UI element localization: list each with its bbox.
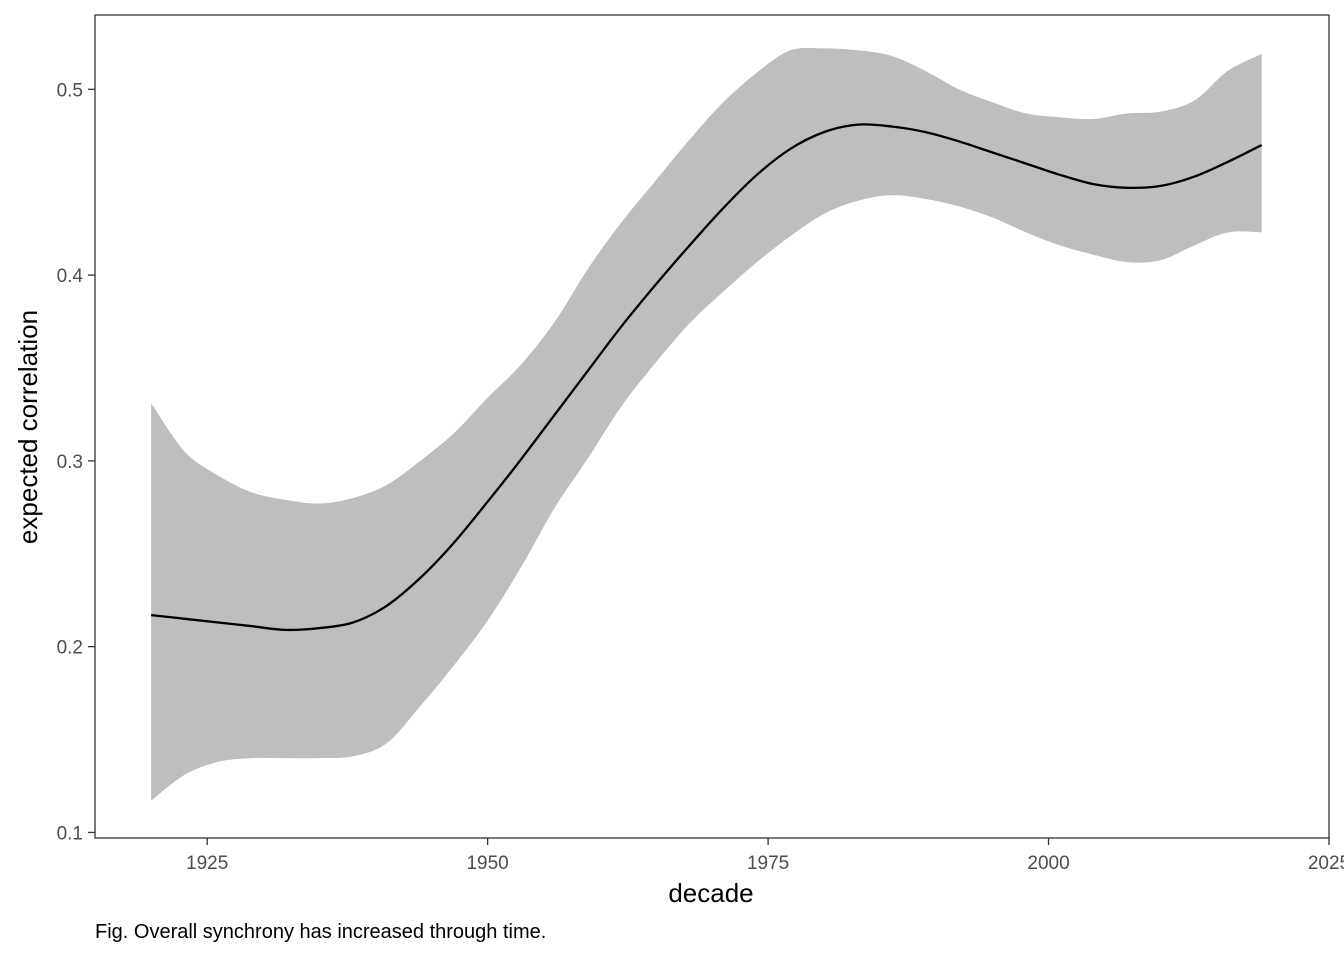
y-axis-title: expected correlation	[13, 310, 43, 544]
x-tick-label: 1950	[466, 853, 508, 874]
x-axis: 1925 1950 1975 2000 2025	[186, 838, 1344, 874]
x-tick-label: 1925	[186, 853, 228, 874]
plot-area	[150, 47, 1263, 801]
y-axis: 0.1 0.2 0.3 0.4 0.5	[57, 80, 95, 844]
figure-caption: Fig. Overall synchrony has increased thr…	[95, 921, 547, 943]
y-tick-label: 0.1	[57, 823, 83, 844]
panel-border	[94, 14, 1330, 839]
x-tick-label: 1975	[747, 853, 789, 874]
y-tick-label: 0.5	[57, 80, 83, 101]
confidence-ribbon	[151, 47, 1262, 801]
y-tick-label: 0.4	[57, 266, 84, 287]
x-tick-label: 2025	[1308, 853, 1344, 874]
trend-line	[150, 123, 1263, 632]
y-tick-label: 0.3	[57, 452, 83, 473]
x-tick-label: 2000	[1027, 853, 1069, 874]
y-tick-label: 0.2	[57, 638, 83, 659]
x-axis-title: decade	[668, 878, 753, 908]
